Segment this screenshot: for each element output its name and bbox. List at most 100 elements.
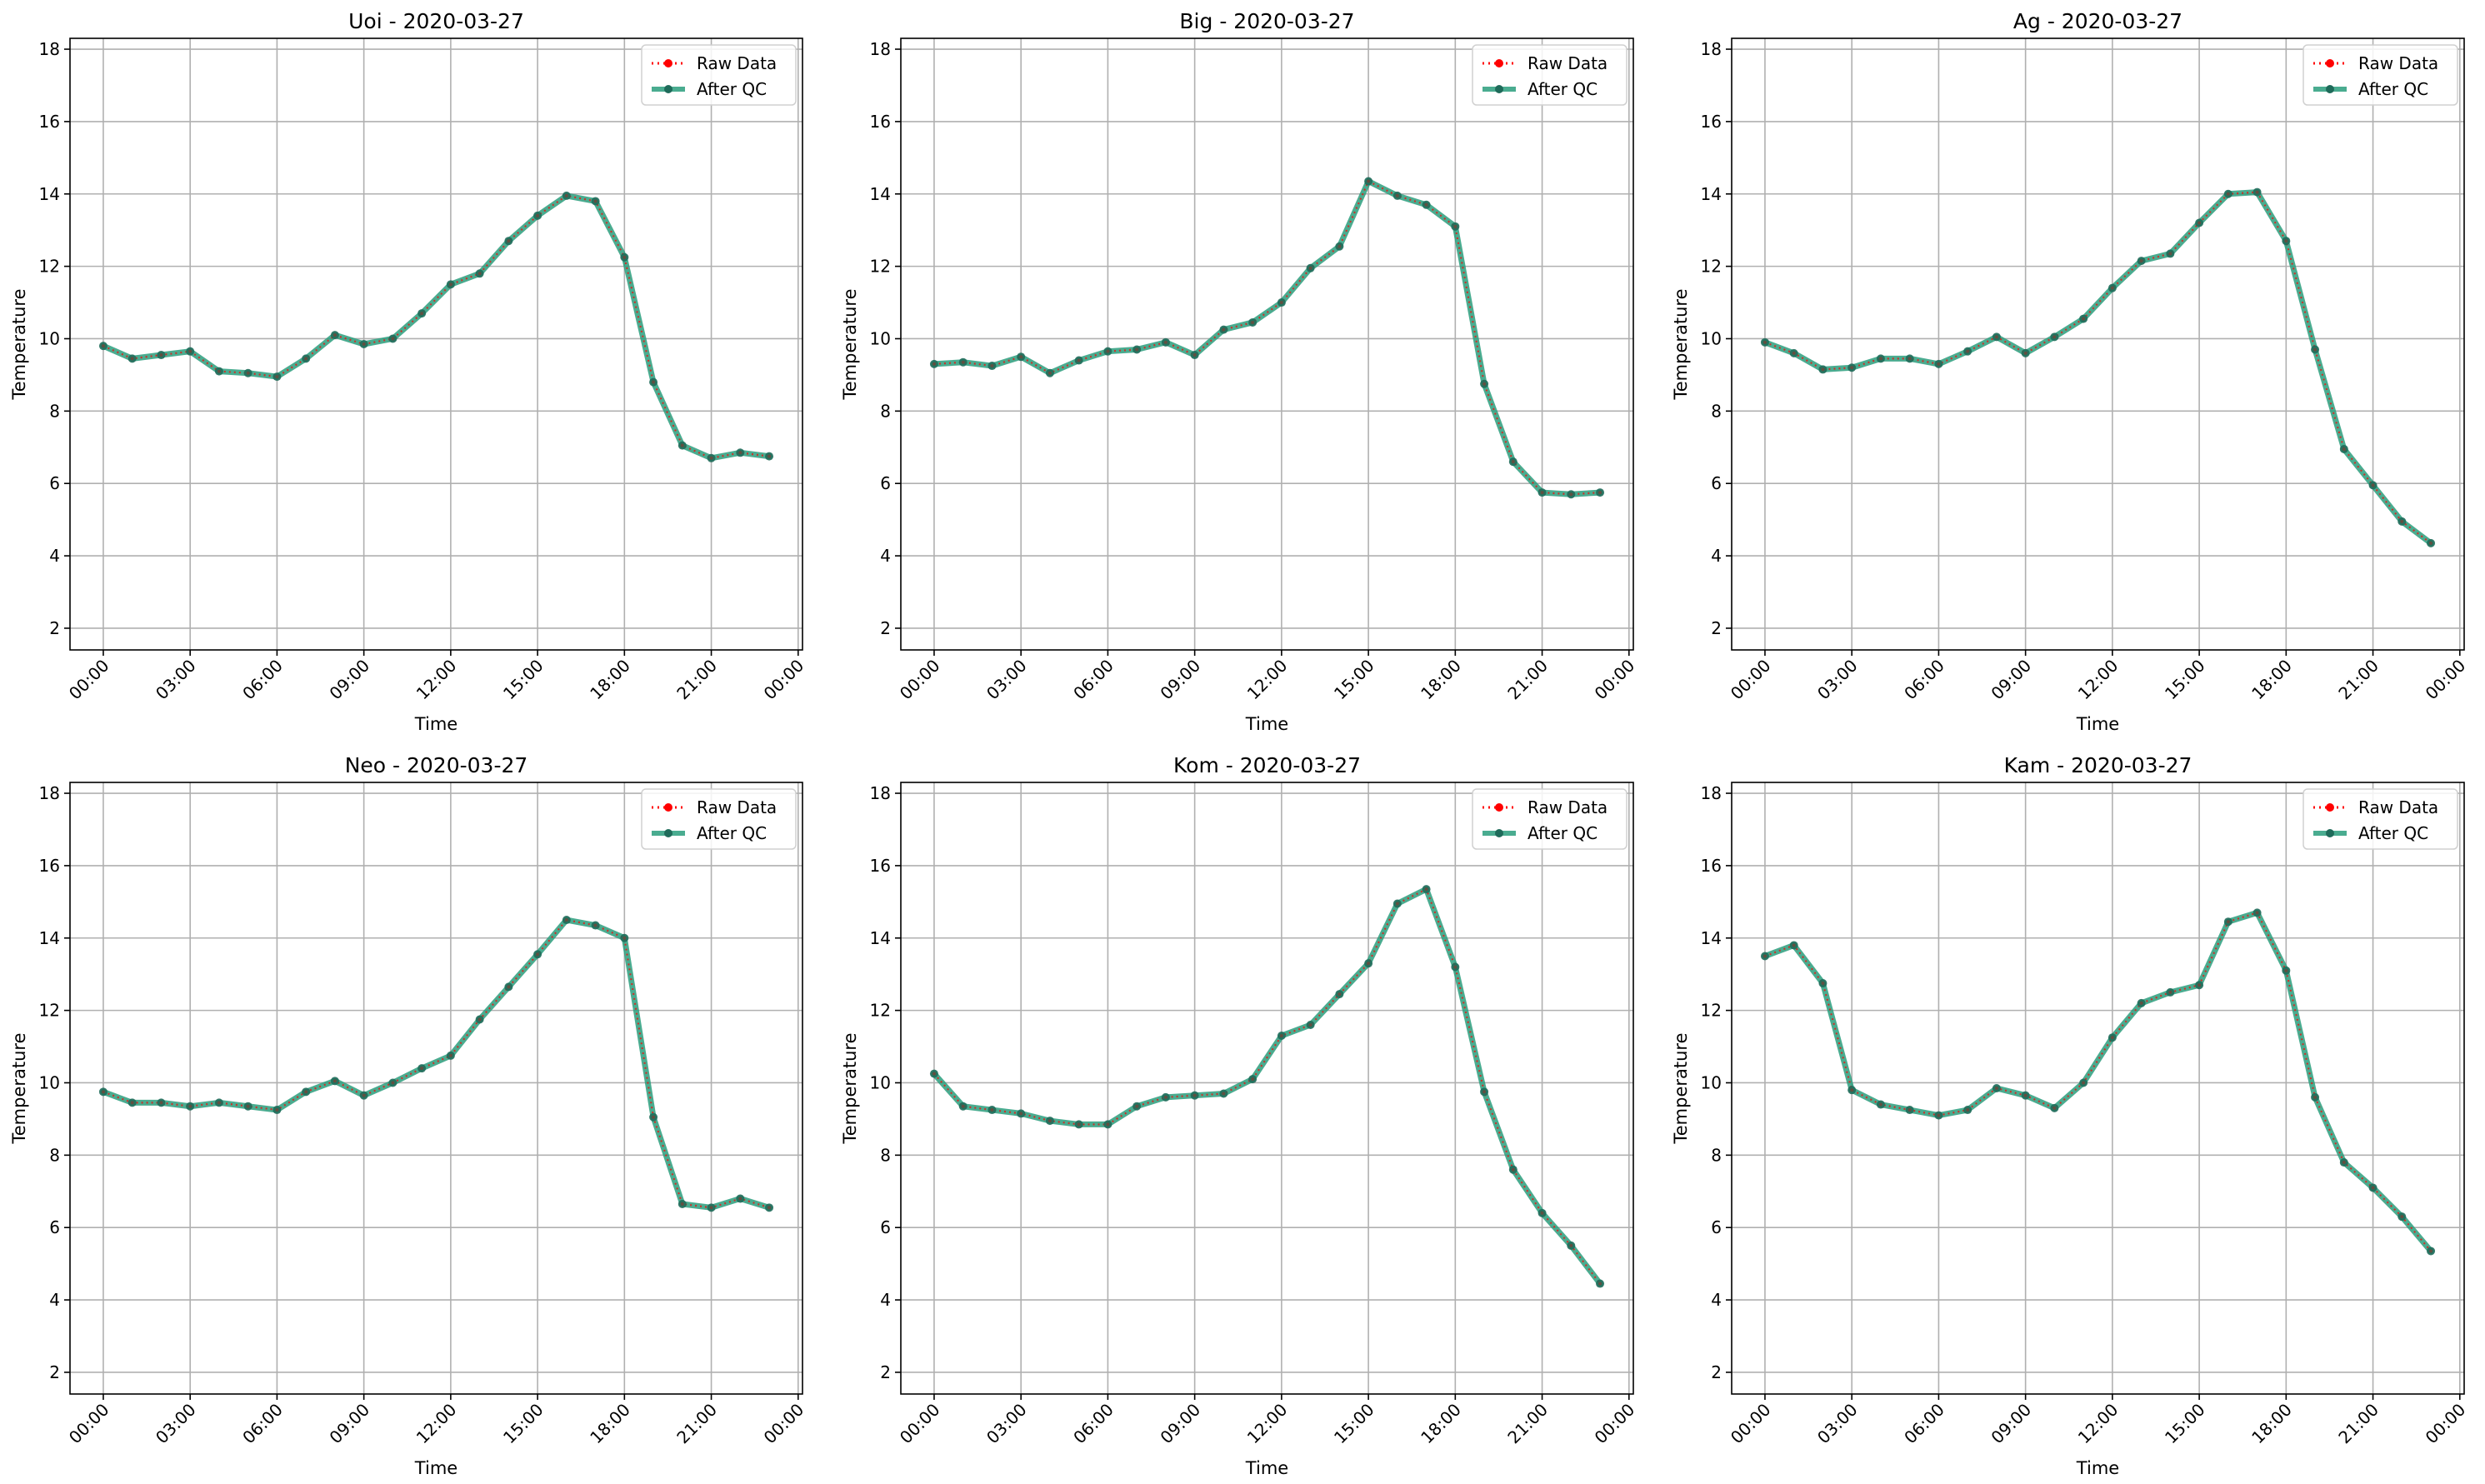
x-tick-label: 03:00	[982, 656, 1031, 704]
raw-data-point	[1994, 335, 1998, 339]
legend-qc-label: After QC	[2358, 79, 2428, 99]
y-tick-label: 8	[880, 1145, 891, 1165]
raw-data-point	[391, 1081, 395, 1085]
raw-data-point	[738, 1197, 742, 1201]
y-tick-label: 4	[880, 546, 891, 566]
x-tick-label: 00:00	[896, 1400, 944, 1448]
plot-frame	[69, 782, 803, 1395]
x-tick-label: 03:00	[1813, 656, 1862, 704]
raw-data-point	[1598, 491, 1602, 495]
raw-data-point	[652, 380, 656, 384]
raw-data-point	[564, 193, 568, 197]
x-tick-label: 21:00	[672, 656, 721, 704]
raw-data-point	[448, 1053, 452, 1057]
raw-data-point	[536, 213, 540, 217]
raw-data-point	[188, 1104, 192, 1108]
raw-data-point	[1569, 1243, 1573, 1247]
legend-raw-swatch-marker	[2326, 59, 2334, 67]
raw-data-point	[1395, 902, 1399, 906]
x-axis-label: Time	[2076, 1458, 2119, 1478]
raw-data-point	[2226, 920, 2230, 924]
y-tick-label: 16	[1701, 112, 1722, 132]
legend-qc-label: After QC	[1528, 823, 1598, 843]
legend-raw-label: Raw Data	[697, 797, 777, 817]
x-axis-label: Time	[414, 1458, 458, 1478]
y-tick-label: 4	[49, 1290, 60, 1310]
raw-data-point	[1019, 355, 1023, 359]
x-tick-label: 12:00	[412, 656, 461, 704]
x-axis-label: Time	[1245, 1458, 1288, 1478]
raw-data-point	[2023, 351, 2028, 355]
y-tick-label: 10	[870, 1072, 891, 1092]
legend-qc-label: After QC	[2358, 823, 2428, 843]
y-tick-label: 2	[49, 1362, 60, 1382]
legend: Raw Data After QC	[641, 44, 797, 106]
raw-data-point	[1106, 349, 1110, 353]
raw-data-point	[1821, 982, 1825, 986]
raw-data-point	[738, 451, 742, 455]
x-tick-label: 18:00	[1417, 1400, 1465, 1448]
raw-data-point	[478, 1017, 482, 1022]
y-tick-label: 6	[49, 1217, 60, 1237]
raw-data-point	[1367, 962, 1371, 966]
legend: Raw Data After QC	[1472, 788, 1628, 850]
raw-data-point	[1878, 1102, 1882, 1107]
legend-raw-label: Raw Data	[2358, 53, 2438, 73]
raw-data-point	[1850, 1088, 1854, 1092]
raw-data-point	[304, 357, 308, 361]
raw-data-point	[1540, 491, 1544, 495]
raw-data-point	[275, 1108, 279, 1112]
raw-data-point	[680, 1202, 684, 1206]
raw-data-point	[622, 936, 627, 940]
raw-data-point	[420, 312, 424, 316]
raw-data-point	[593, 923, 598, 927]
x-axis-label: Time	[1245, 714, 1288, 734]
raw-data-point	[990, 1108, 994, 1112]
legend-qc-label: After QC	[697, 79, 767, 99]
raw-data-point	[1966, 349, 1970, 353]
legend-raw-label: Raw Data	[2358, 797, 2438, 817]
raw-data-point	[1937, 1113, 1941, 1117]
x-tick-label: 09:00	[1987, 656, 2035, 704]
raw-data-point	[1395, 193, 1399, 197]
raw-data-point	[1106, 1122, 1110, 1127]
y-tick-label: 14	[1701, 928, 1722, 948]
raw-data-point	[1569, 492, 1573, 497]
raw-data-point	[2313, 347, 2318, 352]
x-tick-label: 06:00	[238, 656, 287, 704]
y-tick-label: 18	[39, 783, 60, 803]
raw-data-point	[2082, 317, 2086, 321]
series-after-qc-line	[931, 178, 1603, 497]
y-tick-label: 4	[880, 1290, 891, 1310]
x-tick-label: 09:00	[1156, 656, 1204, 704]
x-tick-label: 09:00	[1156, 1400, 1204, 1448]
chart-title: Kom - 2020-03-27	[1173, 753, 1361, 777]
raw-data-point	[1048, 1119, 1052, 1123]
raw-data-point	[1908, 1108, 1912, 1112]
raw-data-point	[391, 337, 395, 341]
legend-raw-swatch-marker	[664, 803, 672, 812]
x-tick-label: 00:00	[760, 1400, 808, 1448]
y-tick-label: 2	[49, 618, 60, 638]
raw-data-point	[2110, 1036, 2114, 1040]
y-tick-label: 8	[49, 1145, 60, 1165]
legend-qc-swatch-marker	[664, 829, 672, 837]
raw-data-point	[1424, 202, 1428, 207]
y-tick-label: 4	[1711, 1290, 1722, 1310]
x-tick-label: 06:00	[1900, 656, 1948, 704]
raw-data-point	[932, 362, 936, 366]
series-after-qc-line	[931, 886, 1603, 1287]
raw-data-point	[2023, 1093, 2028, 1097]
raw-data-point	[2255, 911, 2259, 915]
x-tick-label: 06:00	[1900, 1400, 1948, 1448]
raw-data-point	[2052, 1106, 2057, 1110]
legend-qc-swatch-marker	[2326, 85, 2334, 93]
x-tick-label: 06:00	[238, 1400, 287, 1448]
y-tick-label: 18	[39, 39, 60, 59]
y-tick-label: 10	[1701, 1072, 1722, 1092]
legend-qc-swatch-marker	[1495, 85, 1503, 93]
raw-data-point	[709, 1206, 713, 1210]
chart-title: Neo - 2020-03-27	[345, 753, 528, 777]
x-tick-label: 03:00	[152, 656, 200, 704]
series-raw-data-line	[1764, 912, 2432, 1252]
